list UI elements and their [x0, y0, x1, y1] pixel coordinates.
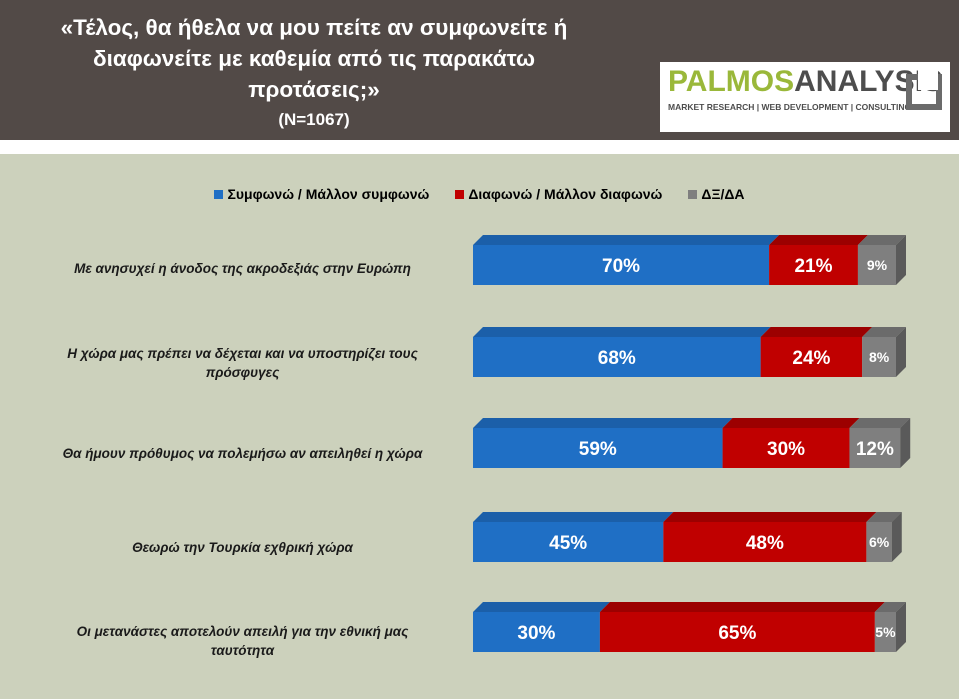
- data-label-agree: 68%: [598, 348, 636, 369]
- bar-top-agree: [473, 512, 674, 522]
- category-label: Οι μετανάστες αποτελούν απειλή για την ε…: [40, 622, 445, 660]
- data-label-disagree: 65%: [718, 623, 756, 644]
- logo-palmos: PALMOS: [668, 65, 795, 98]
- bar-segment-agree: [473, 522, 664, 562]
- page-title: «Τέλος, θα ήθελα να μου πείτε αν συμφωνε…: [14, 12, 614, 105]
- bar-top-disagree: [722, 418, 860, 428]
- bar-segment-disagree: [663, 522, 867, 562]
- bar-side: [896, 327, 906, 377]
- bar-segment-agree: [473, 612, 600, 652]
- legend-label-agree: Συμφωνώ / Μάλλον συμφωνώ: [227, 186, 430, 202]
- data-label-disagree: 48%: [746, 533, 784, 554]
- bar-segment-dk: [862, 337, 896, 377]
- data-label-disagree: 21%: [794, 256, 832, 277]
- category-label-line: πρόσφυγες: [205, 365, 280, 380]
- bar-segment-disagree: [722, 428, 850, 468]
- bar-side: [891, 512, 902, 562]
- data-label-agree: 59%: [579, 439, 617, 460]
- bar-segment-dk: [857, 245, 896, 285]
- category-label-line: Οι μετανάστες αποτελούν απειλή για την ε…: [76, 624, 409, 639]
- data-label-dk: 6%: [869, 534, 890, 550]
- category-label-line: Με ανησυχεί η άνοδος της ακροδεξιάς στην…: [74, 261, 411, 276]
- bar-segment-dk: [874, 612, 896, 652]
- chart-legend: Συμφωνώ / Μάλλον συμφωνώ Διαφωνώ / Μάλλο…: [0, 184, 959, 204]
- legend-label-dk: ΔΞ/ΔΑ: [701, 186, 745, 202]
- data-label-dk: 5%: [875, 624, 896, 640]
- bar-top-dk: [866, 512, 902, 522]
- bar-segment-disagree: [769, 245, 858, 285]
- legend-item-agree: Συμφωνώ / Μάλλον συμφωνώ: [214, 184, 429, 204]
- category-label: Θα ήμουν πρόθυμος να πολεμήσω αν απειληθ…: [40, 444, 445, 463]
- bar-segment-dk: [866, 522, 892, 562]
- bar-segment-agree: [473, 245, 770, 285]
- bar-side: [896, 235, 906, 285]
- data-label-agree: 45%: [549, 533, 587, 554]
- data-label-agree: 70%: [602, 256, 640, 277]
- bar-top-agree: [473, 418, 733, 428]
- bar-top-dk: [857, 235, 906, 245]
- bar-segment-agree: [473, 337, 761, 377]
- bar-top-disagree: [769, 235, 868, 245]
- title-line: «Τέλος, θα ήθελα να μου πείτε αν συμφωνε…: [60, 15, 568, 40]
- data-label-agree: 30%: [517, 623, 555, 644]
- category-label: Με ανησυχεί η άνοδος της ακροδεξιάς στην…: [40, 259, 445, 278]
- category-label-line: Θα ήμουν πρόθυμος να πολεμήσω αν απειληθ…: [62, 446, 423, 461]
- legend-swatch-dk: [688, 189, 698, 199]
- data-label-disagree: 24%: [792, 348, 830, 369]
- bar-top-dk: [862, 327, 906, 337]
- bar-top-disagree: [599, 602, 885, 612]
- data-label-dk: 12%: [856, 439, 894, 460]
- header-banner: «Τέλος, θα ήθελα να μου πείτε αν συμφωνε…: [0, 0, 959, 140]
- bar-segment-agree: [473, 428, 723, 468]
- title-line: διαφωνείτε με καθεμία από τις παρακάτω: [92, 46, 536, 71]
- bar-segment-disagree: [760, 337, 863, 377]
- bar-side: [896, 602, 906, 652]
- data-label-disagree: 30%: [767, 439, 805, 460]
- bar-top-disagree: [663, 512, 877, 522]
- header-divider: [0, 140, 959, 154]
- category-label-line: ταυτότητα: [210, 643, 275, 658]
- legend-swatch-agree: [214, 189, 224, 199]
- bar-top-agree: [473, 327, 771, 337]
- logo-square-icon: [906, 70, 942, 110]
- bar-segment-dk: [849, 428, 901, 468]
- legend-label-disagree: Διαφωνώ / Μάλλον διαφωνώ: [468, 186, 663, 202]
- bar-top-disagree: [760, 327, 873, 337]
- category-label-line: Θεωρώ την Τουρκία εχθρική χώρα: [132, 540, 353, 555]
- bar-top-dk: [849, 418, 911, 428]
- bar-side: [900, 418, 911, 468]
- logo-tagline: MARKET RESEARCH | WEB DEVELOPMENT | CONS…: [668, 102, 912, 112]
- legend-item-dk: ΔΞ/ΔΑ: [688, 184, 745, 204]
- bar-top-agree: [473, 602, 610, 612]
- data-label-dk: 8%: [869, 349, 890, 365]
- category-label: Θεωρώ την Τουρκία εχθρική χώρα: [40, 538, 445, 557]
- data-label-dk: 9%: [867, 257, 888, 273]
- sample-size: (N=1067): [278, 110, 350, 129]
- legend-item-disagree: Διαφωνώ / Μάλλον διαφωνώ: [455, 184, 662, 204]
- category-label: Η χώρα μας πρέπει να δέχεται και να υποσ…: [40, 344, 445, 382]
- bar-top-dk: [874, 602, 906, 612]
- bar-segment-disagree: [599, 612, 875, 652]
- bar-top-agree: [473, 235, 780, 245]
- legend-swatch-disagree: [455, 189, 465, 199]
- company-logo: PALMOSANALYSIS MARKET RESEARCH | WEB DEV…: [660, 62, 950, 132]
- category-label-line: Η χώρα μας πρέπει να δέχεται και να υποσ…: [67, 346, 418, 361]
- title-line: προτάσεις;»: [248, 77, 380, 102]
